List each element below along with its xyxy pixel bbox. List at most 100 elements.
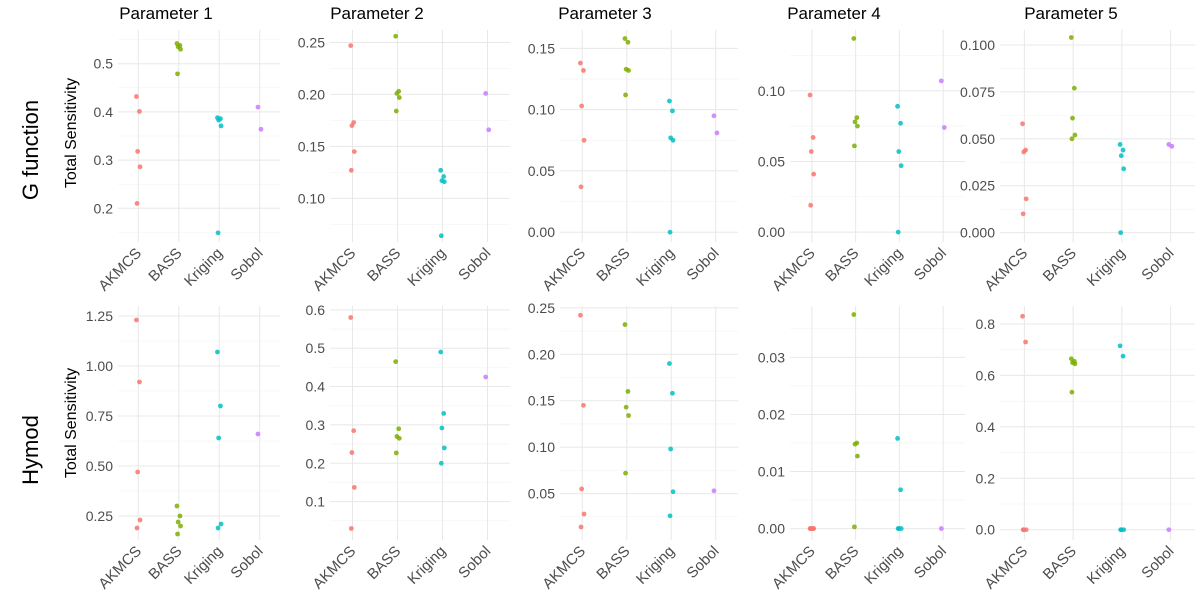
x-tick-label-kriging: Kriging xyxy=(1084,543,1129,588)
data-point-akmcs xyxy=(134,94,139,99)
data-point-bass xyxy=(174,503,180,509)
data-point-kriging xyxy=(895,436,900,441)
data-point-akmcs xyxy=(137,109,142,114)
data-point-bass xyxy=(396,426,402,432)
data-point-akmcs xyxy=(808,526,814,531)
data-point-bass xyxy=(851,36,857,41)
data-point-bass xyxy=(622,36,628,41)
data-point-kriging xyxy=(895,229,901,235)
data-point-bass xyxy=(852,119,858,125)
data-point-bass xyxy=(175,71,180,77)
y-tick-label: 0.3 xyxy=(306,417,326,433)
panel-hymod-parameter-3: 0.05 0.10 0.15 0.20 0.25 AKMCS BASS Kriging Sobo… xyxy=(528,300,738,593)
data-point-kriging xyxy=(670,390,675,396)
y-tick-label: 1.25 xyxy=(86,308,113,324)
data-point-bass xyxy=(393,359,399,365)
data-point-kriging xyxy=(668,446,674,452)
column-title-parameter-1: Parameter 1 xyxy=(119,4,213,23)
data-point-kriging xyxy=(898,120,903,126)
x-tick-label-sobol: Sobol xyxy=(911,245,950,284)
data-point-kriging xyxy=(218,123,224,129)
data-point-kriging xyxy=(1120,147,1126,153)
x-tick-label-kriging: Kriging xyxy=(633,245,678,290)
data-point-kriging xyxy=(1118,153,1124,159)
x-tick-label-akmcs: AKMCS xyxy=(95,245,145,295)
x-tick-label-bass: BASS xyxy=(822,543,862,583)
y-tick-label: 0.20 xyxy=(528,346,555,362)
data-point-akmcs xyxy=(808,202,814,208)
data-point-kriging xyxy=(438,349,444,355)
data-point-sobol xyxy=(938,526,944,531)
x-tick-label-kriging: Kriging xyxy=(404,245,449,290)
data-point-bass xyxy=(175,519,181,525)
y-tick-label: 0.50 xyxy=(86,458,113,474)
y-axis-title-row-2: Total Sensitivity xyxy=(63,368,80,478)
data-point-akmcs xyxy=(1020,527,1026,533)
data-point-sobol xyxy=(255,431,261,437)
y-tick-label: 0.6 xyxy=(976,367,996,383)
y-tick-label: 0.01 xyxy=(758,464,785,480)
data-point-bass xyxy=(626,68,631,73)
y-tick-label: 0.10 xyxy=(528,102,555,118)
data-point-akmcs xyxy=(578,184,584,190)
x-tick-label-bass: BASS xyxy=(145,543,185,583)
x-tick-label-akmcs: AKMCS xyxy=(310,543,360,593)
data-point-kriging xyxy=(438,460,444,466)
x-tick-label-sobol: Sobol xyxy=(455,245,494,284)
panel-g-function-parameter-5: 0.000 0.025 0.050 0.075 0.100 AKMCS BASS Krigin… xyxy=(960,30,1195,295)
y-tick-label: 0.20 xyxy=(298,86,325,102)
data-point-akmcs xyxy=(578,524,584,530)
data-point-kriging xyxy=(895,103,900,109)
data-point-sobol xyxy=(483,374,489,380)
data-point-bass xyxy=(854,115,860,121)
data-point-kriging xyxy=(667,513,673,519)
data-point-bass xyxy=(1068,35,1074,40)
panel-g-function-parameter-3: 0.00 0.05 0.10 0.15 AKMCS BASS Kriging Sobol xyxy=(528,30,738,295)
data-point-akmcs xyxy=(1020,211,1026,217)
data-point-kriging xyxy=(215,525,221,531)
data-point-akmcs xyxy=(1020,121,1025,127)
data-point-bass xyxy=(855,453,860,459)
row-label-g-function: G function xyxy=(18,100,43,200)
data-point-akmcs xyxy=(810,135,816,140)
data-point-kriging xyxy=(441,411,447,416)
data-point-akmcs xyxy=(1023,339,1028,345)
data-point-kriging xyxy=(215,230,221,236)
y-tick-label: 0.2 xyxy=(976,470,996,486)
y-tick-label: 0.5 xyxy=(306,340,326,356)
data-point-akmcs xyxy=(137,164,143,170)
data-point-akmcs xyxy=(348,315,354,320)
column-title-parameter-2: Parameter 2 xyxy=(330,4,424,23)
y-tick-label: 0.25 xyxy=(86,508,113,524)
data-point-bass xyxy=(175,531,180,537)
data-point-akmcs xyxy=(581,402,586,408)
data-point-akmcs xyxy=(135,469,141,475)
x-tick-label-bass: BASS xyxy=(1040,543,1080,583)
y-tick-label: 0.6 xyxy=(306,302,326,318)
data-point-bass xyxy=(396,435,402,441)
data-point-kriging xyxy=(441,179,447,185)
y-tick-label: 0.03 xyxy=(758,349,785,365)
x-tick-label-sobol: Sobol xyxy=(1138,543,1177,582)
row-label-hymod: Hymod xyxy=(18,415,43,485)
y-tick-label: 0.15 xyxy=(528,393,555,409)
data-point-akmcs xyxy=(134,525,140,531)
data-point-sobol xyxy=(483,90,489,96)
x-tick-label-akmcs: AKMCS xyxy=(95,543,145,593)
column-title-parameter-4: Parameter 4 xyxy=(787,4,881,23)
y-tick-label: 0.00 xyxy=(758,521,785,537)
x-tick-label-akmcs: AKMCS xyxy=(769,245,819,295)
panel-g-function-parameter-2: 0.10 0.15 0.20 0.25 AKMCS BASS Kriging Sobol xyxy=(298,30,510,295)
y-tick-label: 0.8 xyxy=(976,316,996,332)
data-point-bass xyxy=(1071,85,1077,91)
data-point-kriging xyxy=(1118,527,1124,533)
data-point-bass xyxy=(177,513,183,519)
y-tick-label: 0.05 xyxy=(758,153,785,169)
y-tick-label: 0.3 xyxy=(94,152,114,168)
data-point-bass xyxy=(1072,132,1078,138)
x-tick-label-kriging: Kriging xyxy=(633,543,678,588)
data-point-bass xyxy=(1072,361,1078,367)
data-point-bass xyxy=(393,108,399,114)
